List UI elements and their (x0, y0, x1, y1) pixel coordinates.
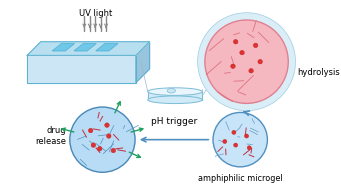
Polygon shape (27, 42, 150, 55)
Ellipse shape (111, 148, 116, 153)
Ellipse shape (253, 43, 258, 48)
Ellipse shape (223, 139, 227, 143)
Polygon shape (27, 55, 136, 83)
Text: drug
release: drug release (35, 126, 66, 146)
Ellipse shape (88, 128, 93, 133)
Ellipse shape (213, 112, 267, 167)
Ellipse shape (234, 143, 238, 147)
Ellipse shape (247, 146, 251, 150)
Ellipse shape (244, 134, 249, 138)
Ellipse shape (232, 130, 236, 134)
Ellipse shape (167, 88, 175, 93)
Text: UV light: UV light (78, 9, 112, 18)
Ellipse shape (106, 134, 111, 138)
Polygon shape (96, 43, 118, 51)
Ellipse shape (205, 20, 288, 103)
Ellipse shape (234, 40, 238, 44)
Ellipse shape (91, 143, 95, 147)
Ellipse shape (231, 64, 235, 68)
Polygon shape (148, 92, 202, 100)
Text: hydrolysis: hydrolysis (297, 68, 340, 77)
Ellipse shape (249, 68, 253, 73)
Ellipse shape (98, 146, 102, 151)
Ellipse shape (198, 13, 296, 111)
Ellipse shape (240, 50, 244, 55)
Polygon shape (74, 43, 96, 51)
Ellipse shape (70, 107, 135, 172)
Ellipse shape (258, 59, 263, 64)
Polygon shape (53, 43, 74, 51)
Ellipse shape (148, 88, 202, 95)
Text: pH trigger: pH trigger (151, 117, 197, 126)
Polygon shape (136, 42, 150, 83)
Ellipse shape (148, 96, 202, 104)
Text: amphiphilic microgel: amphiphilic microgel (198, 174, 283, 183)
Ellipse shape (105, 123, 109, 127)
